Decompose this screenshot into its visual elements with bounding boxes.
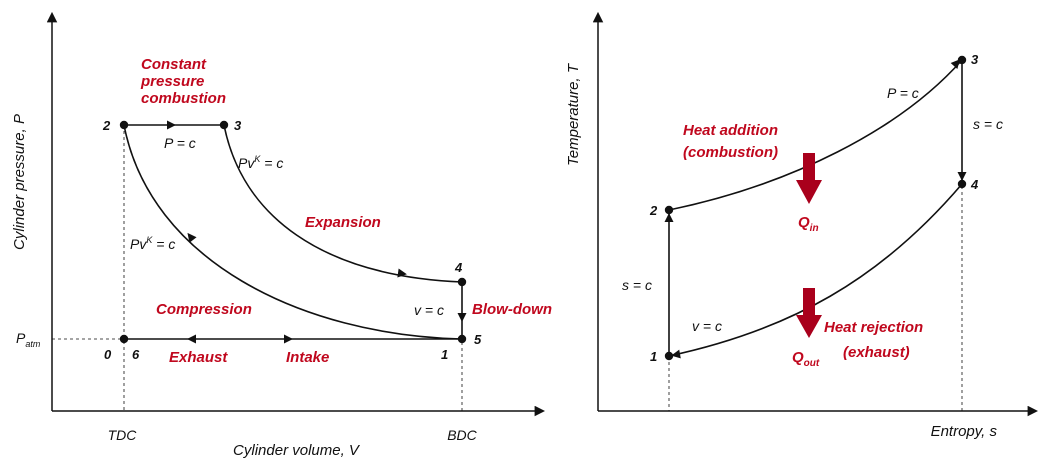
- ts-const-entropy-label-left: s = c: [622, 277, 652, 293]
- ts-q-out-arrow: [796, 288, 822, 338]
- pv-label-6: 6: [132, 347, 140, 362]
- pv-tdc-label: TDC: [108, 427, 138, 443]
- ts-q-in-label: Qin: [798, 214, 819, 234]
- pv-x-axis-label: Cylinder volume, V: [233, 442, 361, 459]
- ts-label-2: 2: [649, 203, 658, 218]
- pv-arrow-expansion: [397, 268, 407, 278]
- ts-q-in-arrow: [796, 153, 822, 204]
- pv-combustion-label-line1: Constant: [141, 56, 207, 73]
- pv-arrow-2-3: [167, 120, 176, 130]
- pv-arrow-exhaust: [187, 334, 196, 344]
- ts-label-1: 1: [650, 349, 657, 364]
- ts-label-3: 3: [971, 52, 979, 67]
- pv-expansion-label: Expansion: [305, 214, 381, 231]
- pv-point-4-dot: [457, 277, 467, 287]
- pv-expansion-curve: [223, 124, 463, 283]
- ts-diagram: 1 2 3 4 P = c s = c s = c v = c Heat add…: [565, 11, 1039, 440]
- pv-arrow-compression: [187, 232, 197, 243]
- ts-arrow-3-4: [957, 172, 967, 181]
- pv-patm-label: Patm: [16, 330, 41, 349]
- pv-combustion-label-line3: combustion: [141, 90, 226, 107]
- pv-const-volume-label: v = c: [414, 302, 444, 318]
- pv-point-5-dot: [457, 334, 467, 344]
- ts-heat-rejection-line1: Heat rejection: [824, 319, 923, 336]
- pv-label-5: 5: [474, 332, 482, 347]
- ts-const-pressure-label: P = c: [887, 85, 919, 101]
- pv-expansion-polytropic-label: PvK = c: [238, 154, 283, 171]
- ts-heat-addition-line2: (combustion): [683, 144, 778, 161]
- ts-heat-addition-line1: Heat addition: [683, 122, 778, 139]
- pv-diagram: 2 3 4 5 1 0 6 P = c PvK = c PvK = c v = …: [11, 11, 552, 459]
- pv-label-2: 2: [102, 118, 111, 133]
- ts-arrow-2-3: [950, 59, 961, 70]
- ts-point-2-dot: [664, 205, 674, 215]
- pv-compression-label: Compression: [156, 301, 252, 318]
- pv-combustion-label-line2: pressure: [140, 73, 204, 90]
- ts-const-entropy-label-right: s = c: [973, 116, 1003, 132]
- ts-heat-addition-curve: [668, 59, 963, 211]
- pv-bdc-label: BDC: [447, 427, 477, 443]
- pv-intake-label: Intake: [286, 349, 329, 366]
- pv-arrow-blowdown: [457, 313, 467, 322]
- pv-label-3: 3: [234, 118, 242, 133]
- pv-point-6-dot: [119, 334, 129, 344]
- ts-heat-rejection-curve: [668, 183, 963, 357]
- pv-blowdown-label: Blow-down: [472, 301, 552, 318]
- ts-arrow-4-1: [671, 349, 681, 359]
- pv-label-1: 1: [441, 347, 448, 362]
- pv-label-4: 4: [454, 260, 463, 275]
- pv-const-pressure-label: P = c: [164, 135, 196, 151]
- ts-label-4: 4: [970, 177, 979, 192]
- pv-compression-polytropic-label: PvK = c: [130, 235, 175, 252]
- ts-arrow-1-2: [664, 213, 674, 222]
- ts-point-4-dot: [957, 179, 967, 189]
- pv-compression-curve: [123, 124, 463, 340]
- pv-exhaust-label: Exhaust: [169, 349, 228, 366]
- ts-point-1-dot: [664, 351, 674, 361]
- ts-y-axis-label: Temperature, T: [565, 62, 582, 166]
- ts-point-3-dot: [957, 55, 967, 65]
- ts-q-out-label: Qout: [792, 349, 820, 369]
- pv-label-0: 0: [104, 347, 112, 362]
- pv-arrow-intake: [284, 334, 293, 344]
- ts-const-volume-label: v = c: [692, 318, 722, 334]
- ts-x-axis-label: Entropy, s: [931, 423, 998, 440]
- pv-point-2-dot: [119, 120, 129, 130]
- pv-point-3-dot: [219, 120, 229, 130]
- pv-y-axis-label: Cylinder pressure, P: [11, 114, 28, 250]
- ts-heat-rejection-line2: (exhaust): [843, 344, 910, 361]
